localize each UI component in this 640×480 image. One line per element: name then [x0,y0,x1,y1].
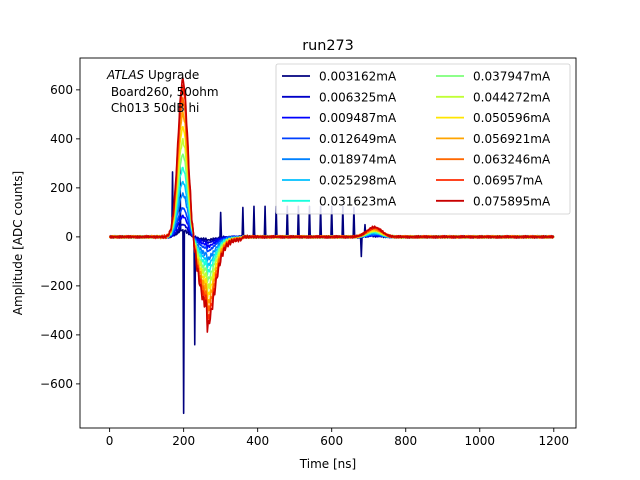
annotation: ATLAS Upgrade Board260, 50ohm Ch013 50dB… [106,68,219,115]
legend-label: 0.050596mA [473,111,551,125]
x-tick-label: 400 [246,434,269,448]
legend-label: 0.075895mA [473,194,551,208]
chart-title: run273 [302,38,354,54]
legend-label: 0.003162mA [319,70,397,84]
x-axis-label: Time [ns] [299,457,356,471]
x-tick-label: 1000 [464,434,495,448]
y-tick-label: 200 [50,181,73,195]
x-tick-label: 600 [320,434,343,448]
legend-label: 0.025298mA [319,174,397,188]
plot-frame [79,57,577,429]
x-tick-label: 0 [106,434,114,448]
x-tick-label: 200 [172,434,195,448]
y-tick-label: −200 [40,279,73,293]
series-line [109,77,555,333]
y-tick-label: 400 [50,132,73,146]
annotation-channel: Ch013 50dB hi [107,101,199,115]
legend-label: 0.009487mA [319,111,397,125]
legend-label: 0.063246mA [473,153,551,167]
legend-label: 0.012649mA [319,132,397,146]
legend-label: 0.031623mA [319,194,397,208]
annotation-board: Board260, 50ohm [107,85,219,99]
series-layer [108,77,555,415]
axes: 0 200 400 600 800 1000 1200 −600 −400 −200 0 200 400… [40,83,569,448]
legend-label: 0.044272mA [473,90,551,104]
legend-label: 0.037947mA [473,70,551,84]
legend-label: 0.018974mA [319,153,397,167]
legend-label: 0.006325mA [319,90,397,104]
legend: 0.003162mA 0.006325mA 0.009487mA 0.012649mA… [275,63,571,215]
y-tick-label: −600 [40,377,73,391]
y-axis-label: Amplitude [ADC counts] [11,171,25,315]
x-tick-label: 800 [394,434,417,448]
annotation-upgrade: Upgrade [144,68,199,82]
x-tick-label: 1200 [539,434,570,448]
svg-text:ATLAS Upgrade: ATLAS Upgrade [106,68,199,82]
y-tick-label: 600 [50,83,73,97]
y-tick-label: 0 [65,230,73,244]
legend-box [275,63,571,215]
annotation-atlas: ATLAS [106,68,145,82]
y-tick-label: −400 [40,328,73,342]
legend-label: 0.06957mA [473,174,543,188]
legend-label: 0.056921mA [473,132,551,146]
